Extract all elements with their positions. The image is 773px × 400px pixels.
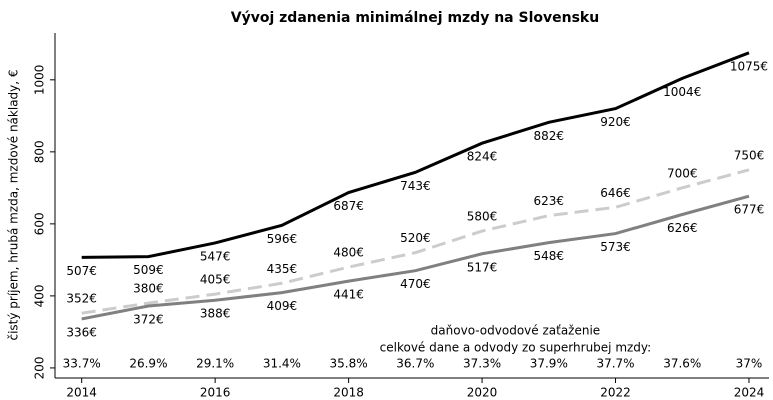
y-axis-label: čistý príjem, hrubá mzda, mzdové náklady… [7, 69, 21, 340]
y-tick-label: 600 [33, 212, 47, 235]
annotation: celkové dane a odvody zo superhrubej mzd… [380, 341, 652, 355]
data-label: 548€ [534, 249, 565, 263]
data-label: 352€ [66, 292, 97, 306]
data-label: 388€ [200, 307, 231, 321]
line-series [81, 168, 750, 315]
data-label: 677€ [734, 203, 765, 217]
data-label: 405€ [200, 273, 231, 287]
data-label: 480€ [333, 246, 364, 260]
data-label: 507€ [66, 264, 97, 278]
data-label: 1004€ [663, 85, 701, 99]
tax-burden-label: 37.3% [463, 357, 501, 371]
tax-burden-label: 37.6% [663, 357, 701, 371]
data-label: 573€ [600, 240, 631, 254]
data-label: 517€ [467, 260, 498, 274]
data-label: 824€ [467, 150, 498, 164]
chart-title: Vývoj zdanenia minimálnej mzdy na Sloven… [231, 10, 599, 26]
tax-burden-label: 35.8% [330, 357, 368, 371]
data-label: 380€ [133, 282, 164, 296]
y-tick-label: 800 [33, 140, 47, 163]
data-label: 409€ [267, 299, 298, 313]
tax-burden-label: 31.4% [263, 357, 301, 371]
line-series [81, 194, 750, 321]
tax-burden-label: 37.9% [530, 357, 568, 371]
tax-burden-label: 37.7% [596, 357, 634, 371]
y-tick-label: 400 [33, 284, 47, 307]
data-label: 441€ [333, 288, 364, 302]
data-label: 520€ [400, 231, 431, 245]
data-label: 547€ [200, 249, 231, 263]
data-label: 750€ [734, 148, 765, 162]
x-tick-label: 2014 [66, 386, 97, 400]
y-tick-label: 200 [33, 356, 47, 379]
data-label: 646€ [600, 186, 631, 200]
data-label: 687€ [333, 199, 364, 213]
data-label: 882€ [534, 129, 565, 143]
tax-burden-label: 26.9% [129, 357, 167, 371]
tax-burden-label: 33.7% [63, 357, 101, 371]
tax-burden-label: 36.7% [396, 357, 434, 371]
data-label: 596€ [267, 232, 298, 246]
data-label: 336€ [66, 325, 97, 339]
data-label: 743€ [400, 179, 431, 193]
data-label: 580€ [467, 210, 498, 224]
x-tick-label: 2020 [467, 386, 498, 400]
x-tick-label: 2018 [333, 386, 364, 400]
data-label: 435€ [267, 262, 298, 276]
annotation: daňovo-odvodové zaťaženie [431, 324, 601, 338]
data-label: 920€ [600, 115, 631, 129]
y-tick-label: 1000 [33, 65, 47, 96]
data-label: 470€ [400, 277, 431, 291]
x-tick-label: 2016 [200, 386, 231, 400]
x-tick-label: 2022 [600, 386, 631, 400]
data-label: 509€ [133, 263, 164, 277]
data-label: 700€ [667, 166, 698, 180]
x-tick-label: 2024 [734, 386, 765, 400]
data-label: 372€ [133, 312, 164, 326]
data-label: 623€ [534, 194, 565, 208]
data-label: 1075€ [730, 59, 768, 73]
line-series [81, 51, 750, 259]
tax-burden-label: 29.1% [196, 357, 234, 371]
data-label: 626€ [667, 221, 698, 235]
tax-burden-label: 37% [736, 357, 763, 371]
